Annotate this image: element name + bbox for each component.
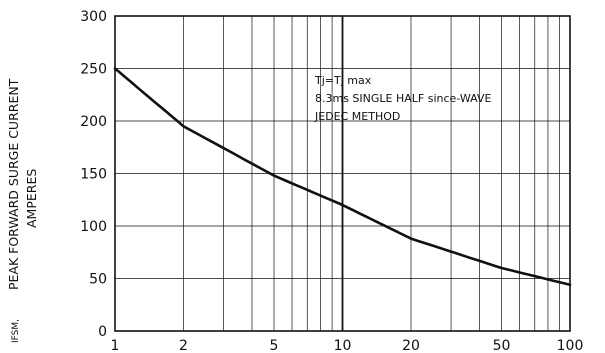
surge-current-curve [113, 67, 572, 287]
y-tick-label: 300 [80, 9, 107, 25]
annotation-line-3: JEDEC METHOD [314, 110, 400, 123]
y-axis-title-line-2: AMPERES [24, 169, 39, 228]
x-tick-label: 1 [111, 338, 120, 353]
x-tick-label: 20 [402, 338, 420, 353]
y-tick-label: 150 [80, 167, 107, 183]
y-tick-labels: 0 50 100 150 200 250 300 [80, 9, 107, 340]
x-tick-label: 2 [179, 338, 188, 353]
annotation-line-1: Tj=Tj max [314, 74, 372, 87]
y-axis-title: IFSM, PEAK FORWARD SURGE CURRENT AMPERES [6, 78, 39, 343]
x-tick-label: 100 [557, 338, 584, 353]
annotation-line-2: 8.3ms SINGLE HALF since-WAVE [315, 92, 491, 105]
x-tick-labels: 1 2 5 10 20 50 100 [111, 338, 584, 353]
annotation-block: Tj=Tj max 8.3ms SINGLE HALF since-WAVE J… [314, 74, 491, 123]
y-tick-label: 50 [89, 272, 107, 288]
y-tick-label: 100 [80, 219, 107, 235]
y-axis-title-line-1: PEAK FORWARD SURGE CURRENT [6, 78, 21, 290]
plot-frame [114, 15, 571, 332]
y-tick-label: 250 [80, 62, 107, 78]
x-tick-label: 5 [270, 338, 279, 353]
y-axis-title-prefix: IFSM, [11, 319, 21, 343]
x-tick-label: 10 [334, 338, 352, 353]
grid [115, 16, 570, 331]
x-tick-label: 50 [493, 338, 511, 353]
y-tick-label: 200 [80, 114, 107, 130]
y-tick-label: 0 [98, 324, 107, 340]
